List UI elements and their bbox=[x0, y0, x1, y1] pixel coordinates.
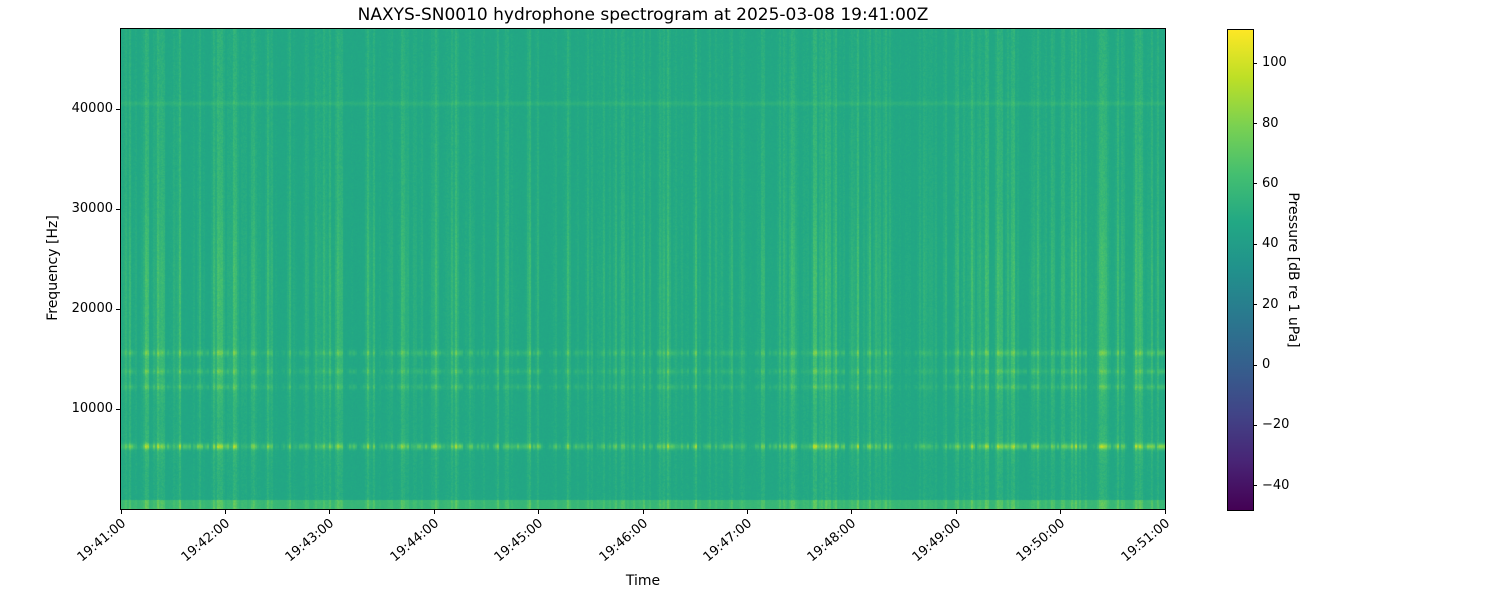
x-tick-mark bbox=[433, 510, 435, 514]
x-tick-mark bbox=[851, 510, 853, 514]
x-tick-mark bbox=[1164, 510, 1166, 514]
y-tick-mark bbox=[116, 408, 120, 410]
colorbar-label: Pressure [dB re 1 uPa] bbox=[1285, 192, 1301, 348]
colorbar-gradient bbox=[1227, 29, 1254, 511]
x-tick-label: 19:50:00 bbox=[1013, 516, 1069, 566]
x-axis-label: Time bbox=[625, 573, 661, 589]
colorbar-tick-label: −40 bbox=[1262, 477, 1290, 493]
y-tick-label: 40000 bbox=[71, 101, 113, 116]
colorbar-tick-label: 40 bbox=[1262, 236, 1279, 252]
y-tick-mark bbox=[116, 208, 120, 210]
colorbar-tick-mark bbox=[1253, 485, 1257, 487]
x-tick-label: 19:43:00 bbox=[283, 516, 338, 566]
colorbar-tick-mark bbox=[1253, 243, 1257, 245]
x-tick-label: 19:44:00 bbox=[387, 516, 442, 566]
x-tick-mark bbox=[538, 510, 540, 514]
colorbar-tick-label: −20 bbox=[1262, 417, 1290, 433]
x-tick-label: 19:42:00 bbox=[178, 516, 234, 566]
colorbar-tick-label: 20 bbox=[1262, 296, 1279, 312]
x-tick-mark bbox=[1060, 510, 1062, 514]
colorbar-tick-mark bbox=[1253, 424, 1257, 426]
colorbar-tick-label: 100 bbox=[1262, 55, 1287, 71]
x-tick-mark bbox=[642, 510, 644, 514]
colorbar-tick-label: 60 bbox=[1262, 175, 1279, 191]
colorbar-tick-mark bbox=[1253, 364, 1257, 366]
colorbar-tick-mark bbox=[1253, 62, 1257, 64]
x-tick-mark bbox=[746, 510, 748, 514]
x-tick-label: 19:51:00 bbox=[1118, 516, 1173, 566]
y-tick-label: 20000 bbox=[71, 301, 113, 316]
chart-title: NAXYS-SN0010 hydrophone spectrogram at 2… bbox=[357, 5, 929, 25]
x-tick-mark bbox=[955, 510, 957, 514]
x-tick-label: 19:46:00 bbox=[596, 516, 651, 566]
x-tick-mark bbox=[329, 510, 331, 514]
x-tick-label: 19:48:00 bbox=[805, 516, 860, 566]
x-tick-mark bbox=[224, 510, 226, 514]
x-tick-label: 19:45:00 bbox=[491, 516, 547, 566]
y-tick-mark bbox=[116, 308, 120, 310]
y-tick-mark bbox=[116, 108, 120, 110]
colorbar-tick-label: 0 bbox=[1262, 357, 1271, 373]
colorbar-tick-mark bbox=[1253, 123, 1257, 125]
x-tick-label: 19:41:00 bbox=[74, 516, 129, 566]
y-tick-label: 10000 bbox=[71, 401, 113, 416]
colorbar-tick-label: 80 bbox=[1262, 115, 1279, 131]
plot-area bbox=[120, 28, 1166, 510]
y-tick-label: 30000 bbox=[71, 201, 113, 216]
x-tick-mark bbox=[120, 510, 122, 514]
colorbar-tick-mark bbox=[1253, 304, 1257, 306]
x-tick-label: 19:49:00 bbox=[909, 516, 964, 566]
colorbar-tick-mark bbox=[1253, 183, 1257, 185]
x-tick-label: 19:47:00 bbox=[700, 516, 756, 566]
spectrogram-heatmap bbox=[121, 29, 1165, 509]
